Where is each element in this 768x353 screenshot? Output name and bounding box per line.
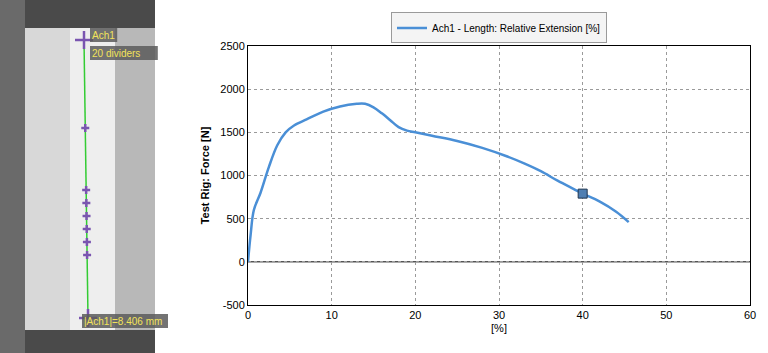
svg-text:40: 40 — [577, 309, 589, 321]
svg-text:Ach1 - Length: Relative Extens: Ach1 - Length: Relative Extension [%] — [432, 23, 600, 34]
svg-text:30: 30 — [493, 309, 505, 321]
svg-text:20: 20 — [409, 309, 421, 321]
svg-text:50: 50 — [660, 309, 672, 321]
svg-text:2500: 2500 — [220, 40, 244, 52]
svg-text:|Ach1|=8.406 mm: |Ach1|=8.406 mm — [84, 316, 162, 327]
svg-text:20 dividers: 20 dividers — [92, 48, 140, 59]
svg-text:500: 500 — [226, 213, 244, 225]
svg-text:1500: 1500 — [220, 126, 244, 138]
svg-text:[%]: [%] — [491, 322, 507, 334]
svg-text:-500: -500 — [223, 299, 245, 311]
svg-text:Test Rig: Force [N]: Test Rig: Force [N] — [199, 126, 211, 224]
svg-text:0: 0 — [239, 256, 245, 268]
svg-text:10: 10 — [326, 309, 338, 321]
svg-text:0: 0 — [245, 309, 251, 321]
svg-text:2000: 2000 — [220, 83, 244, 95]
svg-text:1000: 1000 — [220, 169, 244, 181]
svg-text:Ach1: Ach1 — [92, 30, 115, 41]
svg-text:60: 60 — [744, 309, 756, 321]
